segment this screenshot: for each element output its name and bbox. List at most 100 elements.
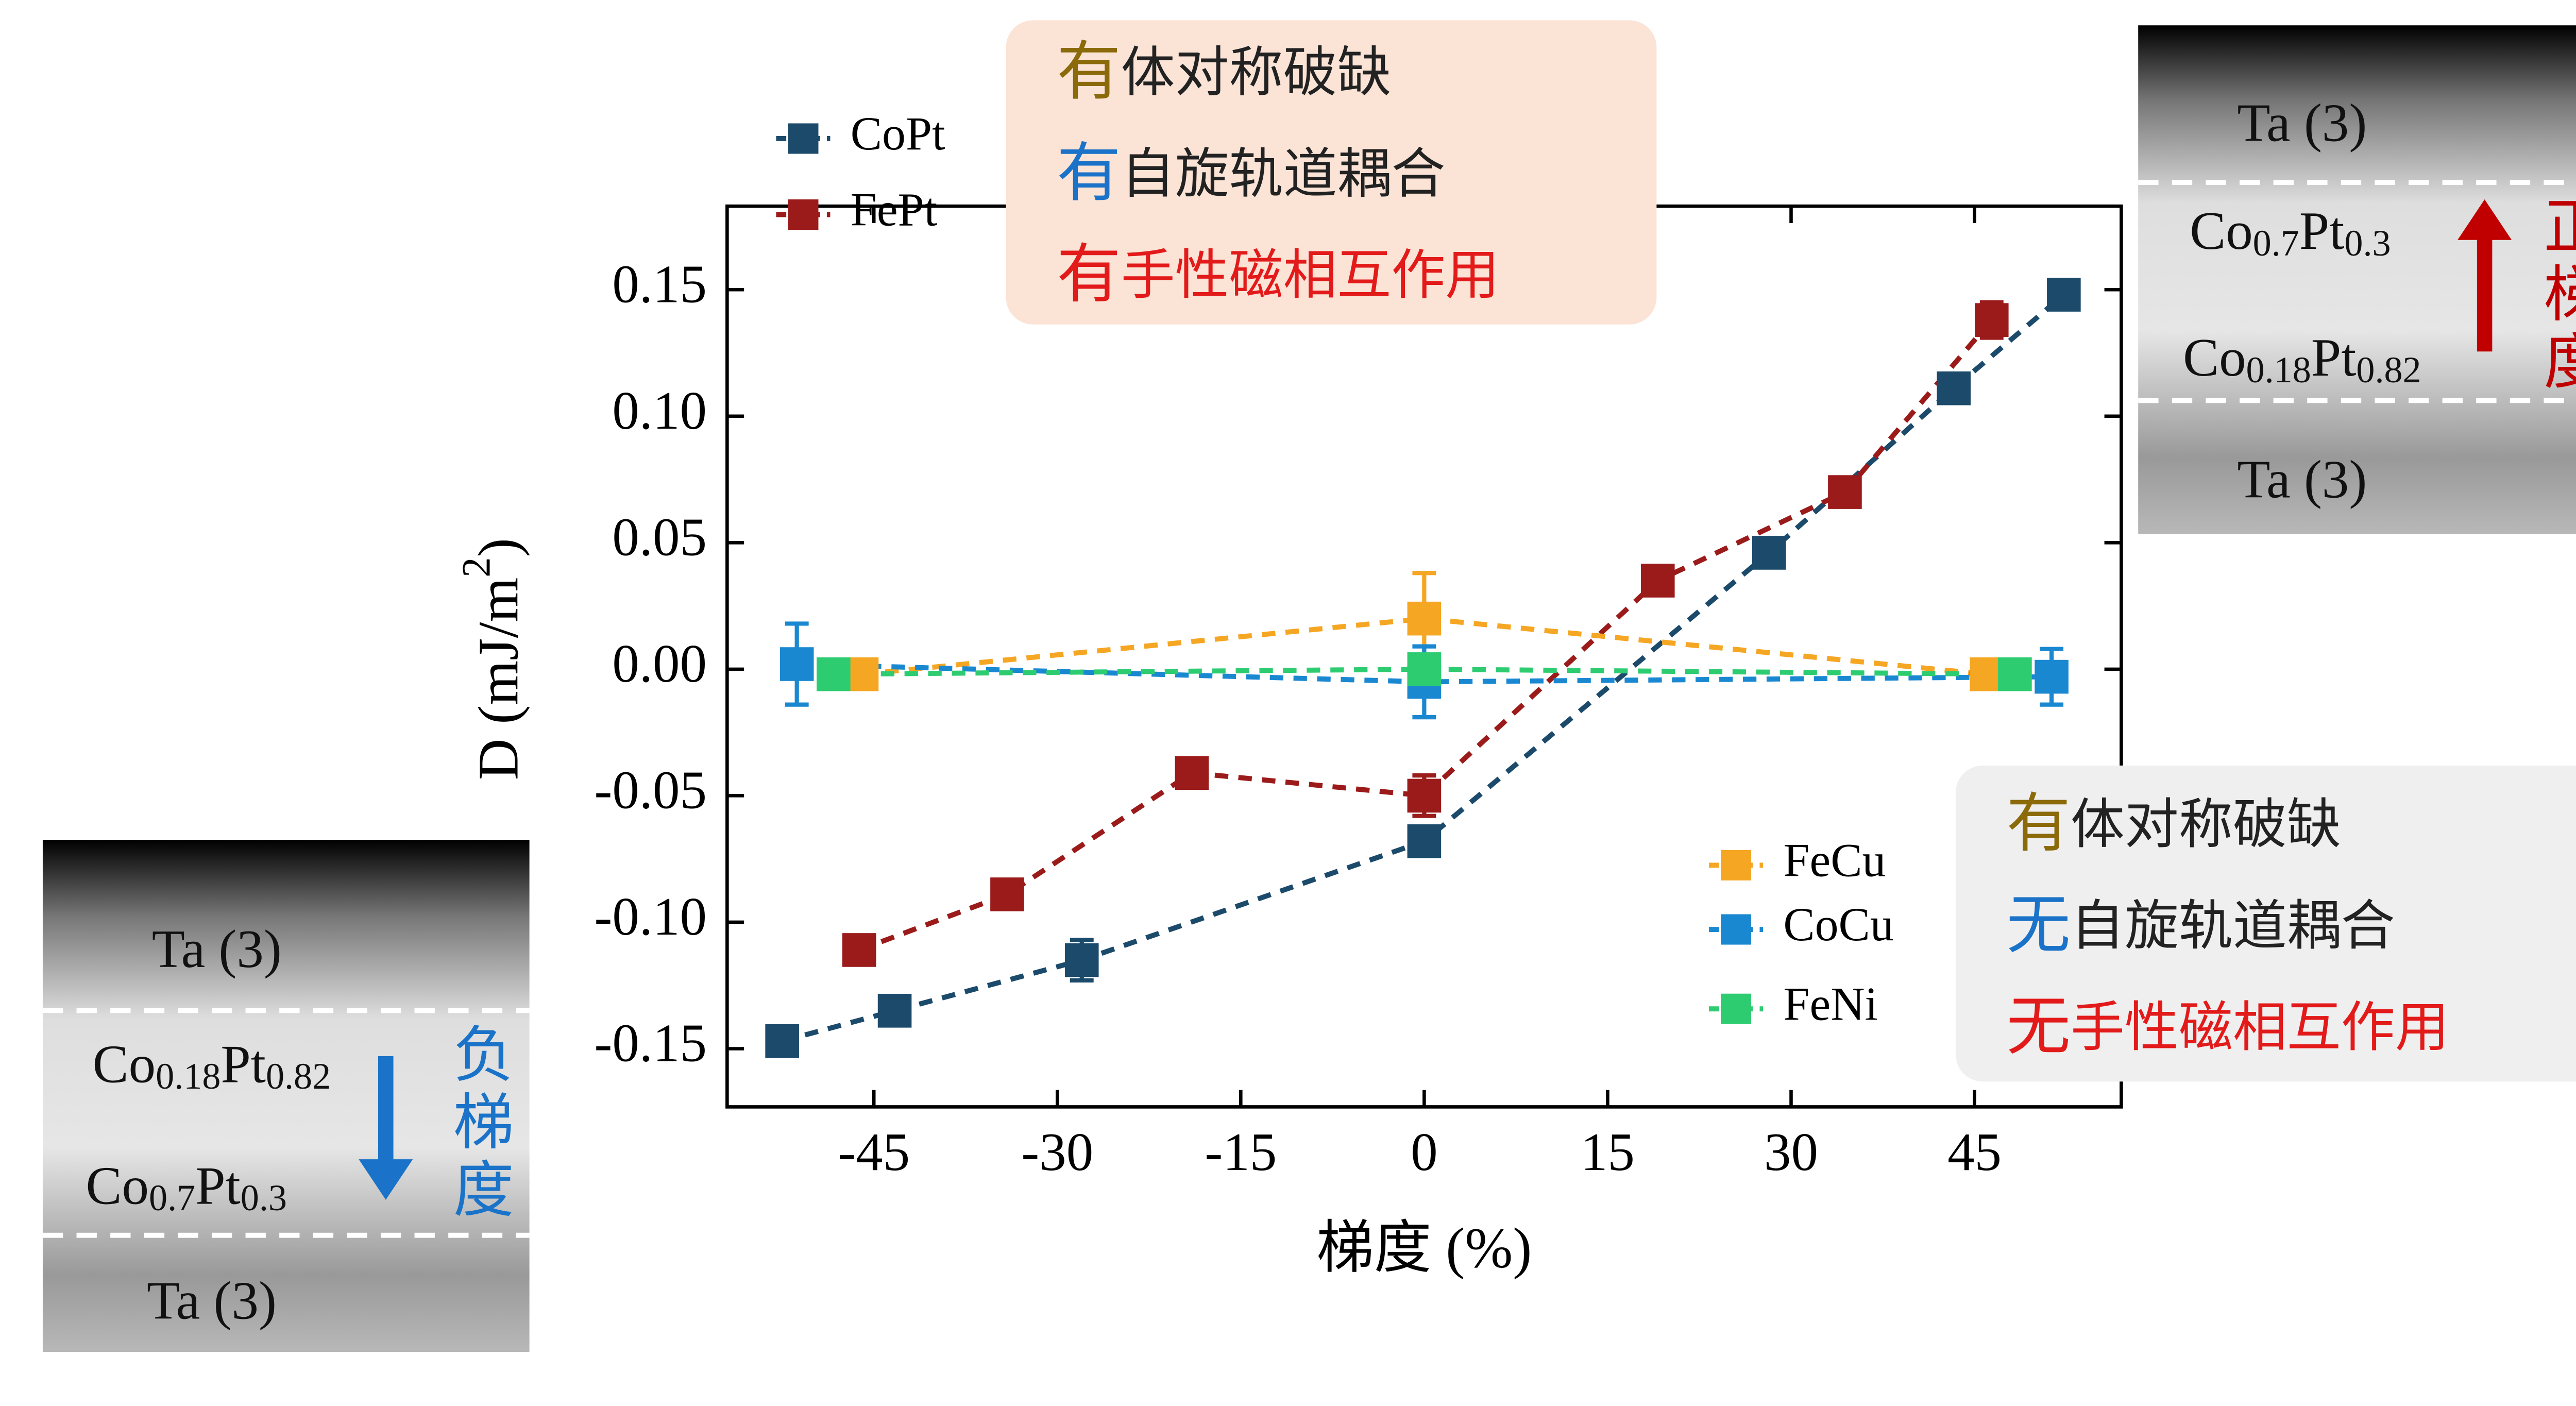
legend-marker — [1721, 850, 1752, 880]
layer-label-part: 0.82 — [266, 1056, 331, 1097]
annotation-text: 体对称破缺 — [2071, 793, 2341, 856]
layer-label: Co0.7Pt0.3 — [2190, 200, 2391, 263]
annotation-line: 有自旋轨道耦合 — [1057, 136, 1445, 211]
layer-label: Ta (3) — [2237, 92, 2367, 153]
layer-label-part: Pt — [221, 1034, 266, 1094]
y-tick-label: -0.15 — [594, 1013, 707, 1073]
layer-label: Ta (3) — [147, 1271, 277, 1331]
x-tick-label: 15 — [1581, 1122, 1635, 1182]
layer-label: Ta (3) — [2237, 449, 2367, 509]
layer-label-part: Pt — [2311, 327, 2357, 387]
layer-label: Ta (3) — [152, 919, 282, 979]
inset-image — [42, 840, 530, 1352]
x-axis-label: 梯度 (%) — [1316, 1216, 1532, 1280]
annotation-line: 有手性磁相互作用 — [1057, 237, 1499, 312]
layer-label-part: Pt — [2299, 200, 2345, 261]
gradient-label: 正梯度 — [2534, 194, 2576, 397]
legend-label: FePt — [851, 183, 937, 236]
annotation-box — [1955, 765, 2576, 1082]
marker — [1407, 824, 1442, 858]
layer-label: Co0.18Pt0.82 — [93, 1034, 331, 1096]
y-tick-label: 0.15 — [612, 253, 707, 314]
y-axis-label-part: 2 — [454, 557, 499, 577]
marker — [1407, 778, 1442, 813]
annotation-box — [1006, 20, 1657, 325]
marker — [1974, 303, 2009, 337]
marker — [817, 657, 851, 691]
annotation-line: 有体对称破缺 — [2006, 786, 2341, 861]
y-tick-label: 0.00 — [612, 633, 707, 693]
annotation-mark: 无 — [2006, 989, 2071, 1064]
annotation-line: 有体对称破缺 — [1057, 35, 1391, 109]
marker — [1064, 943, 1099, 977]
marker — [1407, 601, 1442, 636]
layer-label-part: Ta (3) — [2237, 92, 2367, 153]
annotation-line: 无自旋轨道耦合 — [2006, 888, 2395, 962]
annotation-mark: 无 — [2006, 888, 2071, 962]
y-tick-label: -0.05 — [594, 759, 707, 820]
x-tick-label: -15 — [1205, 1122, 1277, 1182]
legend-label: CoCu — [1783, 898, 1893, 951]
layer-label-part: Co — [86, 1156, 149, 1216]
x-tick-label: 45 — [1947, 1122, 2002, 1182]
gradient-label: 负梯度 — [443, 1022, 514, 1225]
annotation-mark: 有 — [2006, 786, 2071, 861]
marker — [877, 994, 912, 1028]
layer-label-part: 0.3 — [241, 1177, 287, 1218]
layer-label-part: 0.7 — [2253, 222, 2299, 263]
y-tick-label: 0.05 — [612, 506, 707, 567]
marker — [779, 647, 814, 681]
marker — [1640, 564, 1675, 598]
layer-label-part: Ta (3) — [152, 919, 282, 979]
annotation-mark: 有 — [1057, 35, 1121, 109]
x-tick-label: 30 — [1764, 1122, 1818, 1182]
legend-marker — [1721, 914, 1752, 945]
layer-label-part: 0.7 — [149, 1177, 195, 1218]
layer-label: Co0.18Pt0.82 — [2183, 327, 2421, 390]
legend-marker — [788, 199, 819, 230]
layer-label-part: Ta (3) — [2237, 449, 2367, 509]
series-line — [833, 666, 2015, 677]
legend-marker — [788, 123, 819, 154]
gradient-arrow-head — [359, 1159, 413, 1200]
annotation-text: 体对称破缺 — [1121, 41, 1392, 104]
marker — [1998, 657, 2032, 691]
x-tick-label: -30 — [1021, 1122, 1093, 1182]
y-axis-label-part: D (mJ/m — [467, 578, 530, 780]
layer-label: Co0.7Pt0.3 — [86, 1156, 287, 1218]
layer-label-part: Pt — [195, 1156, 241, 1216]
annotation-text: 自旋轨道耦合 — [1121, 142, 1446, 205]
layer-label-part: Ta (3) — [147, 1271, 277, 1331]
marker — [2035, 659, 2069, 694]
marker — [1937, 371, 1971, 405]
y-axis-label-part: ) — [467, 538, 530, 557]
x-tick-label: 0 — [1411, 1122, 1437, 1182]
marker — [1752, 536, 1786, 570]
legend-label: FeNi — [1783, 977, 1878, 1030]
y-tick-label: -0.10 — [594, 886, 707, 946]
marker — [1407, 652, 1442, 686]
annotation-mark: 有 — [1057, 237, 1121, 312]
annotation-line: 无手性磁相互作用 — [2006, 989, 2449, 1064]
x-tick-label: -45 — [838, 1122, 910, 1182]
annotation-text: 手性磁相互作用 — [1121, 244, 1500, 307]
annotation-text: 自旋轨道耦合 — [2071, 894, 2395, 957]
annotation-mark: 有 — [1057, 136, 1121, 211]
y-axis-label: D (mJ/m2) — [454, 538, 530, 780]
layer-label-part: 0.82 — [2356, 349, 2421, 390]
marker — [2047, 278, 2081, 312]
legend-label: CoPt — [851, 107, 945, 160]
layer-label-part: Co — [93, 1034, 156, 1094]
layer-label-part: 0.3 — [2344, 222, 2391, 263]
marker — [990, 877, 1024, 911]
layer-label-part: Co — [2183, 327, 2246, 387]
layer-label-part: 0.18 — [2246, 349, 2311, 390]
layer-label-part: 0.18 — [156, 1056, 221, 1097]
legend-label: FeCu — [1783, 834, 1886, 886]
marker — [842, 933, 876, 967]
y-tick-label: 0.10 — [612, 380, 707, 441]
marker — [1828, 475, 1862, 509]
marker — [765, 1024, 799, 1058]
